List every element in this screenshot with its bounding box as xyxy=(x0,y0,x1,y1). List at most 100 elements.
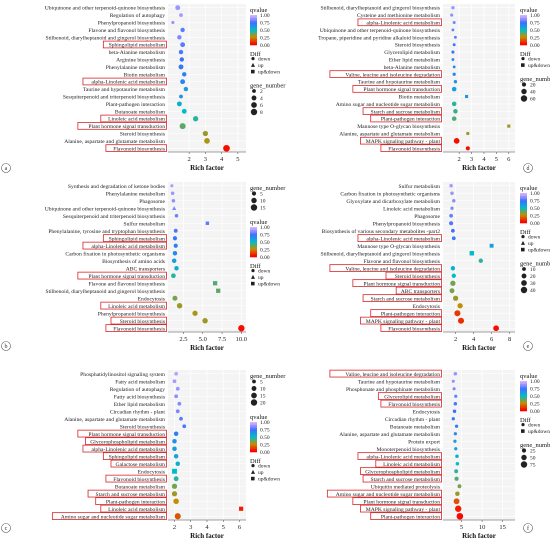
highlight-box xyxy=(329,264,442,272)
data-point xyxy=(171,491,178,497)
colorbar-segment xyxy=(520,211,527,213)
data-point xyxy=(451,236,456,241)
colorbar-segment xyxy=(250,40,257,43)
highlight-box xyxy=(352,85,442,93)
data-point xyxy=(453,439,457,443)
category-label: Butanoate metabolism xyxy=(115,109,166,115)
legend-title: gene_number xyxy=(520,442,550,449)
colorbar-segment xyxy=(250,19,257,22)
legend-label: 10 xyxy=(260,199,266,205)
data-point xyxy=(178,64,184,70)
category-label: Butanoate metabolism xyxy=(390,424,441,430)
data-point xyxy=(452,409,457,414)
legend-label: up xyxy=(258,470,264,476)
data-point xyxy=(172,251,178,256)
colorbar-segment xyxy=(250,16,257,19)
colorbar-segment xyxy=(520,381,527,383)
legend-marker xyxy=(521,240,525,245)
data-point xyxy=(453,35,457,39)
data-point xyxy=(172,206,177,211)
colorbar-tick: 0.50 xyxy=(260,28,270,34)
colorbar-segment xyxy=(250,441,257,444)
category-label: Amino sugar and nucleotide sugar metabol… xyxy=(336,492,441,498)
data-point xyxy=(451,50,455,54)
colorbar-segment xyxy=(520,400,527,403)
x-tick-label: 5 xyxy=(460,524,463,531)
colorbar-segment xyxy=(250,240,257,243)
category-label: Starch and sucrose metabolism xyxy=(371,477,441,483)
data-point xyxy=(455,505,462,512)
colorbar-segment xyxy=(520,217,527,219)
x-tick-label: 6 xyxy=(490,336,494,343)
colorbar-segment xyxy=(520,30,527,32)
data-point xyxy=(174,513,181,520)
data-point xyxy=(453,138,460,144)
legend-label: 2 xyxy=(260,89,263,95)
colorbar-segment xyxy=(250,423,257,426)
colorbar-segment xyxy=(520,28,527,31)
colorbar-segment xyxy=(520,27,527,29)
highlight-box xyxy=(380,144,442,152)
data-point xyxy=(202,318,208,324)
legend-title: qvalue xyxy=(520,7,537,14)
colorbar-segment xyxy=(250,15,257,17)
category-label: Synthesis and degradation of ketone bodi… xyxy=(68,183,165,190)
legend-label: 25 xyxy=(530,449,536,455)
legend-title: gene_number xyxy=(250,373,286,380)
colorbar-segment xyxy=(250,422,257,424)
category-label: Circadian rhythm - plant xyxy=(110,409,166,415)
data-point xyxy=(180,79,186,85)
category-label: Galactose metabolism xyxy=(115,462,165,468)
legend-marker xyxy=(251,62,255,67)
category-label: Flavone and flavonol biosynthesis xyxy=(363,258,440,265)
category-label: Sphingolipid metabolism xyxy=(109,454,166,460)
category-label: Carbon fixation in photosynthetic organi… xyxy=(65,250,165,257)
colorbar-segment xyxy=(520,200,527,203)
category-label: Sphingolipid metabolism xyxy=(109,43,166,49)
x-tick-label: 2 xyxy=(458,156,461,163)
x-axis-label: Rich factor xyxy=(462,164,496,172)
panel-label: e xyxy=(527,344,530,350)
legend-size-marker xyxy=(250,108,258,116)
data-point xyxy=(192,116,199,122)
colorbar-segment xyxy=(250,24,257,26)
x-tick-label: 5 xyxy=(495,156,498,163)
legend-label: 50 xyxy=(530,456,536,462)
category-label: alpha-Linolenic acid metabolism xyxy=(91,447,165,453)
category-label: Steroid biosynthesis xyxy=(120,424,165,430)
data-point xyxy=(450,13,454,17)
highlight-box xyxy=(77,122,167,130)
highlight-box xyxy=(85,437,167,445)
legend-marker xyxy=(521,235,525,239)
legend-label: up&down xyxy=(258,70,280,76)
colorbar-tick: 1.00 xyxy=(530,13,540,19)
colorbar-segment xyxy=(250,30,257,32)
data-point xyxy=(239,506,244,511)
colorbar-segment xyxy=(250,438,257,441)
category-label: Plant hormone signal transduction xyxy=(88,432,165,438)
colorbar-segment xyxy=(250,33,257,35)
category-label: Alanine, aspartate and glutamate metabol… xyxy=(64,417,165,423)
legend-marker xyxy=(521,429,525,433)
colorbar-tick: 0.50 xyxy=(530,206,540,212)
legend-marker xyxy=(251,464,255,468)
colorbar-segment xyxy=(520,397,527,400)
category-label: Flavonoid biosynthesis xyxy=(388,402,440,408)
colorbar-segment xyxy=(250,236,257,238)
category-label: Flavone and flavonol biosynthesis xyxy=(88,27,165,34)
legend-title: gene_number xyxy=(520,76,550,83)
legend-label: 6 xyxy=(260,103,263,109)
data-point xyxy=(457,317,465,324)
legend-label: 40 xyxy=(530,288,536,294)
category-label: Ubiquinone and other terpenoid-quinone b… xyxy=(45,6,165,12)
colorbar-segment xyxy=(520,19,527,22)
data-point xyxy=(451,101,457,107)
data-point xyxy=(452,387,456,391)
colorbar-segment xyxy=(250,21,257,23)
colorbar-segment xyxy=(520,215,527,218)
colorbar-tick: 0.00 xyxy=(530,409,540,415)
category-label: Ether lipid metabolism xyxy=(389,58,441,64)
data-point xyxy=(449,221,454,226)
data-point xyxy=(202,130,209,137)
